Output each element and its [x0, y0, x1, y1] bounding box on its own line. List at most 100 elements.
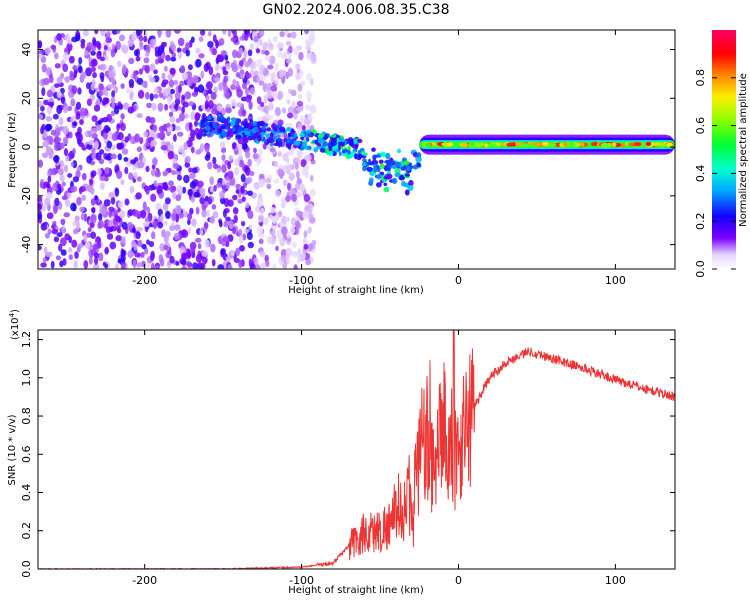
spectrogram-noise-cell: [167, 150, 174, 160]
snr-scale-exponent: 4: [8, 312, 16, 317]
spectrogram-noise-cell: [247, 49, 253, 57]
spectrogram-noise-cell: [233, 167, 240, 176]
spectrogram-noise-cell: [50, 129, 57, 136]
spectrogram-noise-cell: [143, 35, 148, 43]
spectrogram-noise-cell: [260, 262, 267, 269]
spectrogram-noise-cell: [255, 48, 261, 54]
spectrogram-noise-cell: [241, 196, 246, 202]
spectrogram-noise-cell: [150, 253, 155, 262]
spectrogram-noise-cell: [75, 34, 81, 42]
spectrogram-band-cell: [371, 147, 376, 152]
spectrogram-noise-cell: [132, 259, 137, 269]
spectrogram-noise-cell: [115, 263, 119, 269]
spectrogram-noise-cell: [54, 142, 60, 152]
spectrogram-band-cell: [202, 113, 206, 118]
spectrogram-noise-cell: [190, 245, 196, 254]
spectrogram-noise-cell: [93, 252, 100, 258]
spectrogram-noise-cell: [222, 184, 227, 194]
spectrogram-noise-cell: [295, 227, 300, 235]
spectrogram-noise-cell: [38, 245, 42, 251]
spectrogram-noise-cell: [186, 262, 193, 268]
snr-ticks: -200 -100 0 100 0.0 0.2 0.4 0.6 0.8 1.0 1.2: [20, 330, 675, 587]
spectrogram-noise-cell: [309, 188, 317, 197]
spectrogram-noise-cell: [170, 56, 177, 62]
spectrogram-noise-cell: [221, 109, 226, 115]
spectrogram-noise-cell: [65, 33, 71, 42]
spectrogram-noise-cell: [213, 185, 217, 192]
spectrogram-noise-cell: [157, 102, 164, 112]
spectrogram-band-cell: [235, 120, 240, 127]
spectrogram-noise-cell: [149, 93, 154, 102]
spectrogram-noise-cell: [218, 82, 224, 92]
spectrogram-noise-cell: [120, 236, 126, 244]
spectrogram-band-cell: [404, 189, 410, 196]
spectrogram-noise-cell: [186, 139, 193, 148]
snr-ytick-label: 0.6: [20, 446, 33, 464]
spectrogram-band-cell: [247, 136, 254, 141]
spectrogram-noise-cell: [239, 245, 245, 252]
spectrogram-noise-cell: [159, 257, 165, 267]
spectrogram-noise-cell: [178, 84, 182, 94]
spectrogram-band-cell: [405, 165, 411, 172]
spectrogram-noise-cell: [303, 118, 311, 126]
spectrogram-noise-cell: [191, 91, 198, 97]
spectrogram-noise-cell: [296, 149, 303, 159]
spectrogram-noise-cell: [44, 251, 52, 258]
spectrogram-noise-cell: [209, 217, 216, 224]
spectrogram-noise-cell: [150, 262, 155, 269]
spectrogram-band-cell: [243, 122, 249, 129]
spectrogram-noise-cell: [136, 176, 142, 182]
spectrogram-noise-cell: [308, 243, 314, 252]
spectrogram-noise-cell: [107, 220, 113, 228]
spectrogram-noise-cell: [56, 232, 63, 238]
spectrogram-noise-cell: [150, 193, 157, 202]
spectrogram-noise-cell: [184, 91, 192, 100]
spectrogram-noise-cell: [114, 214, 119, 222]
spectrogram-noise-cell: [84, 241, 91, 249]
spectrogram-frame: [37, 29, 676, 270]
spectrogram-noise-cell: [177, 51, 182, 60]
spectrogram-band-cell: [307, 129, 311, 134]
spectrogram-noise-cell: [163, 220, 168, 226]
spectrogram-noise-cell: [61, 195, 68, 201]
spectrogram-noise-cell: [185, 49, 191, 57]
spectrogram-noise-cell: [129, 185, 135, 194]
spectrogram-noise-cell: [260, 101, 265, 108]
spectrogram-noise-cell: [228, 155, 234, 161]
spectrogram-noise-cell: [63, 52, 69, 61]
spectrogram-noise-cell: [158, 125, 165, 132]
spectrogram-noise-cell: [160, 140, 166, 147]
spectrogram-noise-cell: [98, 252, 104, 262]
spectrogram-noise-cell: [175, 261, 180, 266]
snr-xtick-label: -100: [289, 574, 314, 587]
spectrogram-noise-cell: [223, 208, 230, 214]
spectrogram-band-cell: [220, 125, 226, 129]
spectrogram-noise-cell: [154, 170, 161, 178]
spectrogram-noise-cell: [107, 46, 112, 52]
spectrogram-band-cell: [366, 166, 373, 172]
spectrogram-noise-cell: [114, 187, 120, 197]
spectrogram-noise-cell: [72, 176, 80, 183]
spectrogram-noise-cell: [267, 90, 273, 100]
spectrogram-noise-cell: [291, 100, 296, 109]
spectrogram-noise-cell: [149, 117, 156, 124]
spectrogram-noise-cell: [97, 220, 104, 229]
spectrogram-noise-cell: [145, 51, 150, 57]
spectrogram-noise-cell: [43, 246, 48, 254]
spectrogram-noise-cell: [178, 145, 184, 153]
spectrogram-noise-cell: [125, 88, 131, 94]
colorbar-tick-label: 0.2: [694, 212, 707, 230]
spectrogram-noise-cell: [274, 62, 279, 72]
spectrogram-noise-cell: [121, 148, 129, 155]
spectrogram-xtick-label: 0: [455, 274, 462, 287]
spectrogram-noise-cell: [165, 211, 171, 219]
spectrogram-noise-cell: [305, 41, 310, 51]
spectrogram-noise-cell: [165, 54, 171, 62]
spectrogram-noise-cell: [68, 39, 72, 45]
spectrogram-noise-cell: [112, 83, 117, 90]
spectrogram-noise-cell: [101, 100, 107, 106]
spectrogram-noise-cell: [199, 196, 206, 205]
spectrogram-noise-cell: [258, 178, 265, 188]
spectrogram-noise-cell: [183, 142, 188, 151]
